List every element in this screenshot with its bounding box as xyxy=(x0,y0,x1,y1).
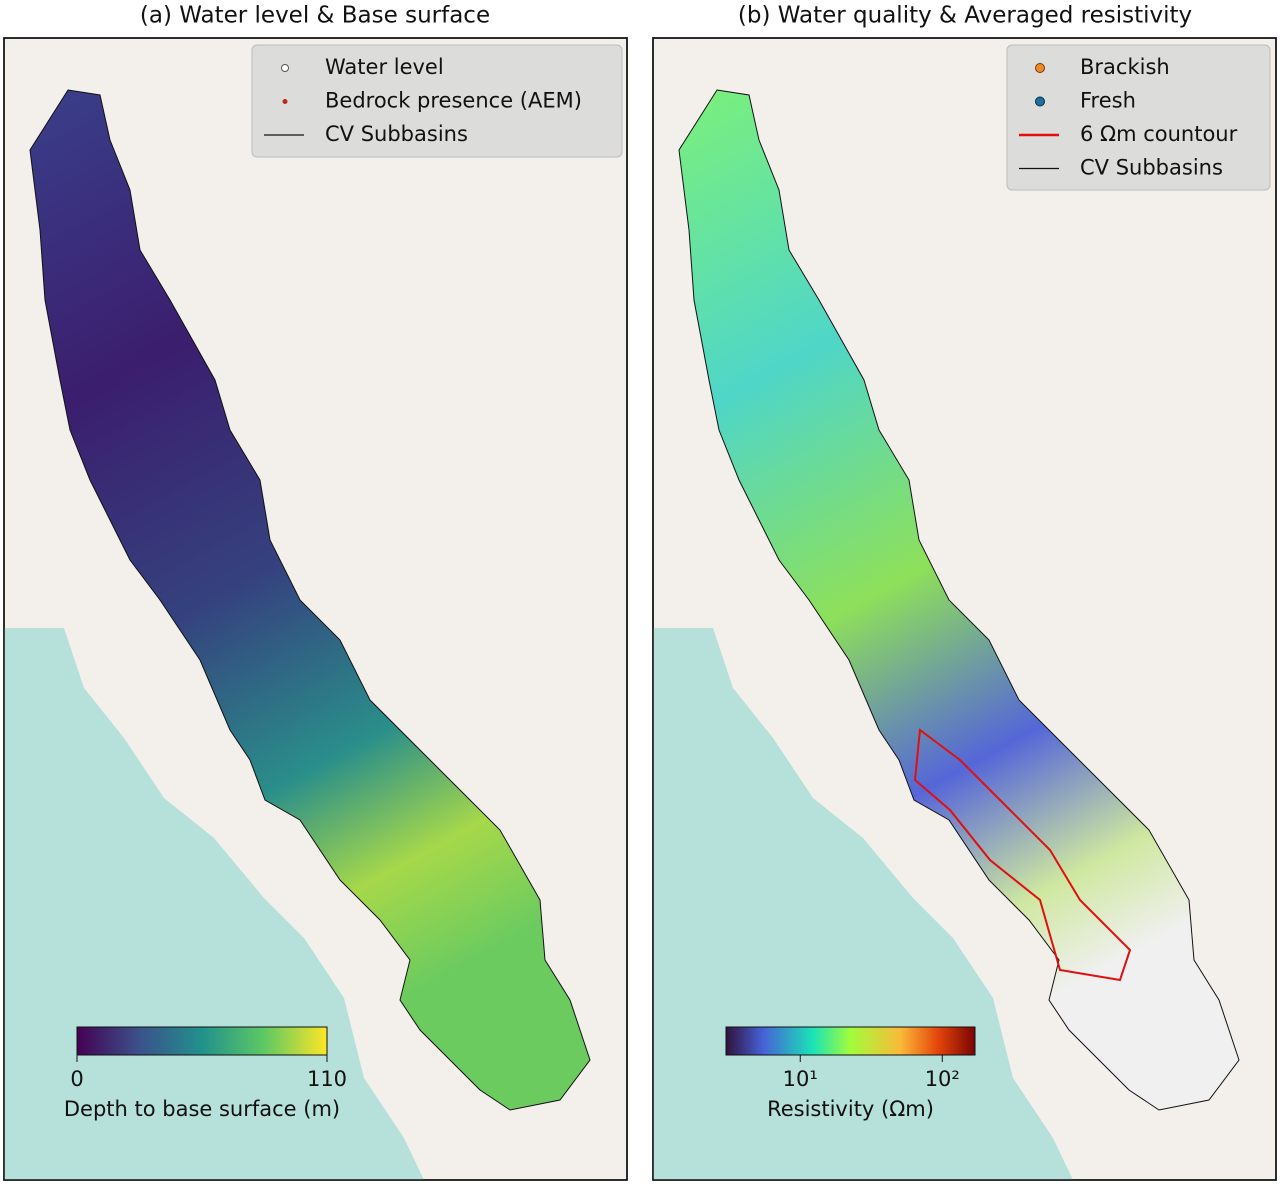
colorbar-label: Depth to base surface (m) xyxy=(64,1097,340,1121)
colorbar-label: Resistivity (Ωm) xyxy=(767,1097,934,1121)
legend-box xyxy=(1006,44,1271,191)
colorbar xyxy=(76,1026,328,1056)
colorbar-tick-label: 10¹ xyxy=(783,1067,818,1091)
colorbar-tick-label: 110 xyxy=(307,1067,347,1091)
legend-label: Bedrock presence (AEM) xyxy=(325,89,582,113)
legend-marker xyxy=(281,64,289,72)
colorbar xyxy=(725,1026,976,1056)
panel-title: (a) Water level & Base surface xyxy=(140,3,490,29)
legend-label: Fresh xyxy=(1080,89,1136,113)
legend-label: 6 Ωm countour xyxy=(1080,122,1238,146)
legend-marker xyxy=(1035,96,1045,107)
frame-border xyxy=(3,37,628,1181)
legend-marker xyxy=(282,99,288,104)
panel-b xyxy=(652,37,1277,1181)
contour xyxy=(913,728,1132,982)
legend-label: Brackish xyxy=(1080,55,1170,79)
panel-a xyxy=(3,37,628,1181)
legend-label: CV Subbasins xyxy=(325,122,468,146)
panel-title: (b) Water quality & Averaged resistivity xyxy=(738,3,1192,29)
legend-label: Water level xyxy=(325,55,444,79)
legend-marker xyxy=(1035,63,1045,73)
frame-border xyxy=(652,37,1277,1181)
legend-box xyxy=(251,44,623,158)
colorbar-tick-label: 10² xyxy=(925,1067,960,1091)
colorbar-tick-label: 0 xyxy=(70,1067,83,1091)
legend-label: CV Subbasins xyxy=(1080,156,1223,180)
